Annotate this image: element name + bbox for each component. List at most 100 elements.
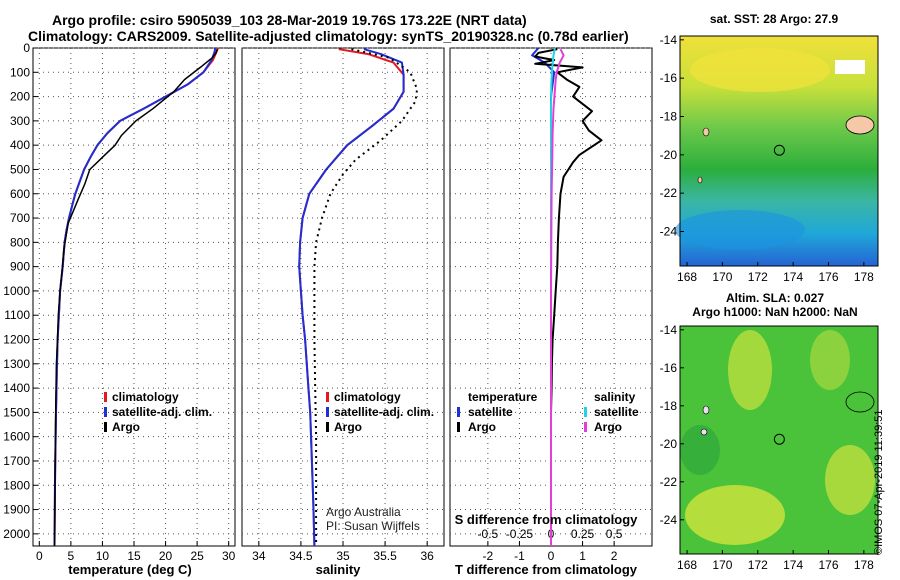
y-tick-label: 1800 <box>3 478 30 492</box>
t-difference-axis-label: T difference from climatology <box>455 562 638 577</box>
legend-label-climatology: climatology <box>112 390 179 404</box>
map-y-tick-label: -14 <box>660 33 678 47</box>
sla-high-patch <box>810 330 850 390</box>
y-tick-label: 100 <box>10 65 30 79</box>
map-x-tick-label: 176 <box>818 558 838 572</box>
new-caledonia-outline <box>845 391 875 413</box>
map-x-tick-label: 170 <box>712 270 732 284</box>
series-line-argo <box>53 48 219 547</box>
x-tick-label: 20 <box>159 549 173 563</box>
x2-tick-label: 0.5 <box>606 527 623 541</box>
y-tick-label: 900 <box>10 260 30 274</box>
legend-label-argo: Argo <box>112 420 140 434</box>
legend-key-argo <box>326 422 329 432</box>
y-tick-label: 1400 <box>3 381 30 395</box>
y-tick-label: 400 <box>10 138 30 152</box>
legend-key-climatology <box>326 392 329 402</box>
legend-heading-temperature: temperature <box>468 390 538 404</box>
map-x-tick-label: 174 <box>783 558 803 572</box>
new-caledonia-land <box>845 115 875 135</box>
y-tick-label: 500 <box>10 162 30 176</box>
imos-credit: ©IMOS 07-Apr-2019 11:39:51 <box>873 409 885 555</box>
series-line-satellite-adj-clim- <box>298 48 405 547</box>
y-tick-label: 200 <box>10 90 30 104</box>
x-tick-label: 2 <box>611 549 618 563</box>
figure-title-line1: Argo profile: csiro 5905039_103 28-Mar-2… <box>52 12 527 28</box>
x-tick-label: 30 <box>222 549 236 563</box>
legend-key-climatology <box>104 392 107 402</box>
sst-cool-patch <box>675 210 805 250</box>
y-tick-label: 1000 <box>3 284 30 298</box>
legend-key-s-argo <box>584 422 587 432</box>
map-x-tick-label: 178 <box>854 558 874 572</box>
x-tick-label: 35.5 <box>373 549 397 563</box>
sst-map-frame <box>679 35 879 267</box>
argo-float-marker <box>773 144 785 156</box>
temperature-axis-label: temperature (deg C) <box>68 562 192 577</box>
map-y-tick-label: -22 <box>660 186 678 200</box>
sla-map-title: Altim. SLA: 0.027 <box>726 291 824 305</box>
map-x-tick-label: 172 <box>748 270 768 284</box>
x-tick-label: 10 <box>96 549 110 563</box>
legend-key-t-satellite <box>457 407 460 417</box>
y-tick-label: 1700 <box>3 454 30 468</box>
map-x-tick-label: 170 <box>712 558 732 572</box>
x-tick-label: 25 <box>190 549 204 563</box>
x-tick-label: 5 <box>68 549 75 563</box>
legend-heading-salinity: salinity <box>594 390 636 404</box>
y-tick-label: 1100 <box>4 308 30 322</box>
x-tick-label: 34.5 <box>289 549 313 563</box>
map-x-tick-label: 174 <box>783 270 803 284</box>
vanuatu-island <box>702 405 710 415</box>
figure-title-line2: Climatology: CARS2009. Satellite-adjuste… <box>28 28 629 44</box>
map-y-tick-label: -18 <box>660 110 678 124</box>
x-tick-label: 0 <box>548 549 555 563</box>
sst-data-gap <box>835 60 865 74</box>
y-tick-label: 1500 <box>3 405 30 419</box>
island-small <box>700 428 708 436</box>
map-x-tick-label: 176 <box>818 270 838 284</box>
sst-map-title: sat. SST: 28 Argo: 27.9 <box>710 12 839 26</box>
map-y-tick-label: -20 <box>660 437 678 451</box>
y-tick-label: 1900 <box>3 503 30 517</box>
legend-label-t-argo: Argo <box>468 420 496 434</box>
map-x-tick-label: 178 <box>854 270 874 284</box>
argo-float-marker <box>773 433 785 445</box>
sla-high-patch <box>685 485 785 545</box>
legend-key-argo <box>104 422 107 432</box>
sla-map-frame <box>679 325 879 555</box>
y-tick-label: 300 <box>10 114 30 128</box>
y-tick-label: 700 <box>10 211 30 225</box>
y-tick-label: 1200 <box>3 333 30 347</box>
map-y-tick-label: -16 <box>660 361 678 375</box>
sla-high-patch <box>825 445 875 515</box>
salinity-legend: climatology satellite-adj. clim. Argo <box>326 390 434 434</box>
y-tick-label: 1300 <box>3 357 30 371</box>
x-tick-label: 0 <box>36 549 43 563</box>
map-x-tick-label: 172 <box>748 558 768 572</box>
x-tick-label: -1 <box>514 549 525 563</box>
x-tick-label: -2 <box>483 549 494 563</box>
y-tick-label: 800 <box>10 235 30 249</box>
legend-label-satellite: satellite-adj. clim. <box>112 405 212 419</box>
x-tick-label: 35 <box>336 549 350 563</box>
series-line-argo <box>313 48 419 546</box>
vanuatu-island <box>702 127 710 137</box>
credit-line-2: PI: Susan Wijffels <box>326 519 420 533</box>
sla-map-subtitle: Argo h1000: NaN h2000: NaN <box>692 305 857 319</box>
y-tick-label: 2000 <box>3 527 30 541</box>
legend-key-t-argo <box>457 422 460 432</box>
map-x-tick-label: 168 <box>677 558 697 572</box>
map-y-tick-label: -14 <box>660 323 678 337</box>
temperature-legend: climatology satellite-adj. clim. Argo <box>104 390 212 434</box>
legend-key-satellite <box>104 407 107 417</box>
legend-label-s-argo: Argo <box>594 420 622 434</box>
legend-label-satellite: satellite-adj. clim. <box>334 405 434 419</box>
legend-label-climatology: climatology <box>334 390 401 404</box>
legend-label-s-satellite: satellite <box>594 405 639 419</box>
credit-line-1: Argo Australia <box>326 505 401 519</box>
